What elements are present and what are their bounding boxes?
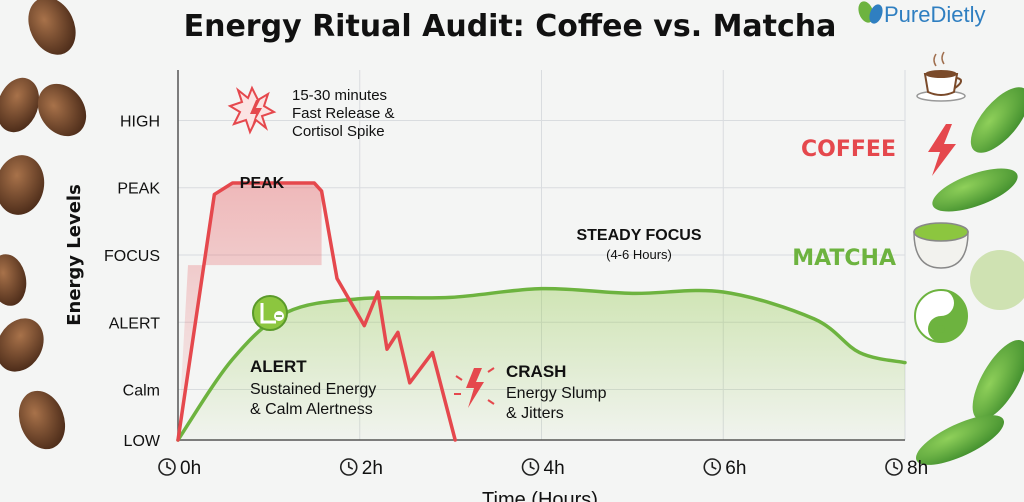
y-tick-label: HIGH bbox=[120, 113, 160, 130]
annotation-coffee-release: Fast Release & bbox=[292, 105, 395, 122]
matcha-bowl-icon bbox=[913, 222, 969, 269]
y-tick-label: LOW bbox=[124, 433, 161, 450]
leaf-logo-icon bbox=[858, 1, 883, 24]
x-tick-labels: 0h 2h 4h 6h 8h bbox=[158, 458, 928, 479]
x-tick-label: 0h bbox=[180, 458, 201, 479]
clock-icon bbox=[158, 458, 176, 476]
annotation-steady-duration: (4-6 Hours) bbox=[606, 247, 672, 262]
clock-icon bbox=[339, 458, 358, 476]
brand-name: PureDietly bbox=[884, 2, 985, 27]
y-tick-label: Calm bbox=[123, 383, 160, 400]
annotation-coffee-cortisol: Cortisol Spike bbox=[292, 123, 385, 140]
clock-icon bbox=[885, 458, 903, 476]
annotation-steady-focus: STEADY FOCUS bbox=[576, 227, 701, 244]
y-axis-label: Energy Levels bbox=[64, 184, 85, 326]
x-tick-label: 2h bbox=[362, 458, 383, 479]
legend-coffee-label: COFFEE bbox=[801, 137, 896, 162]
clock-icon bbox=[521, 458, 540, 476]
matcha-start-icon bbox=[252, 295, 288, 331]
annotation-alert: ALERT bbox=[250, 357, 307, 376]
yin-yang-icon bbox=[914, 289, 968, 343]
annotation-crash-slump: Energy Slump bbox=[506, 385, 607, 402]
coffee-area-fill bbox=[178, 183, 322, 440]
x-tick-label: 8h bbox=[907, 458, 928, 479]
tea-leaves-decoration bbox=[915, 87, 1024, 465]
coffee-series-line bbox=[176, 181, 457, 442]
crash-icon bbox=[454, 367, 495, 408]
annotation-peak: PEAK bbox=[240, 175, 285, 192]
legend-matcha-label: MATCHA bbox=[792, 246, 896, 271]
annotation-crash: CRASH bbox=[506, 362, 566, 381]
chart-title: Energy Ritual Audit: Coffee vs. Matcha bbox=[184, 9, 837, 44]
y-tick-label: ALERT bbox=[109, 315, 161, 332]
y-tick-label: FOCUS bbox=[104, 248, 160, 265]
clock-icon bbox=[703, 458, 722, 476]
coffee-beans-decoration bbox=[0, 0, 87, 450]
y-tick-label: PEAK bbox=[117, 181, 160, 198]
lightning-bolt-icon bbox=[928, 124, 956, 176]
annotation-alert-sustained: Sustained Energy bbox=[250, 381, 376, 398]
x-tick-label: 6h bbox=[725, 458, 746, 479]
annotation-crash-jitters: & Jitters bbox=[506, 405, 564, 422]
annotation-coffee-time: 15-30 minutes bbox=[292, 87, 387, 104]
coffee-spike-icon bbox=[227, 85, 277, 135]
y-tick-labels: LOW Calm ALERT FOCUS PEAK HIGH bbox=[104, 113, 161, 450]
x-tick-label: 4h bbox=[544, 458, 565, 479]
brand-logo: PureDietly bbox=[858, 1, 985, 27]
matcha-area-fill bbox=[178, 288, 905, 440]
coffee-cup-icon bbox=[916, 51, 966, 102]
annotation-alert-calm: & Calm Alertness bbox=[250, 401, 373, 418]
x-axis-label: Time (Hours) bbox=[482, 489, 598, 502]
